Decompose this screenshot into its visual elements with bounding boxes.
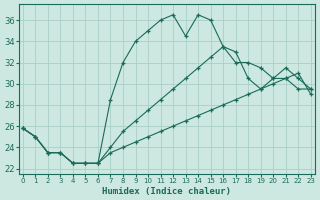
X-axis label: Humidex (Indice chaleur): Humidex (Indice chaleur) (102, 187, 231, 196)
